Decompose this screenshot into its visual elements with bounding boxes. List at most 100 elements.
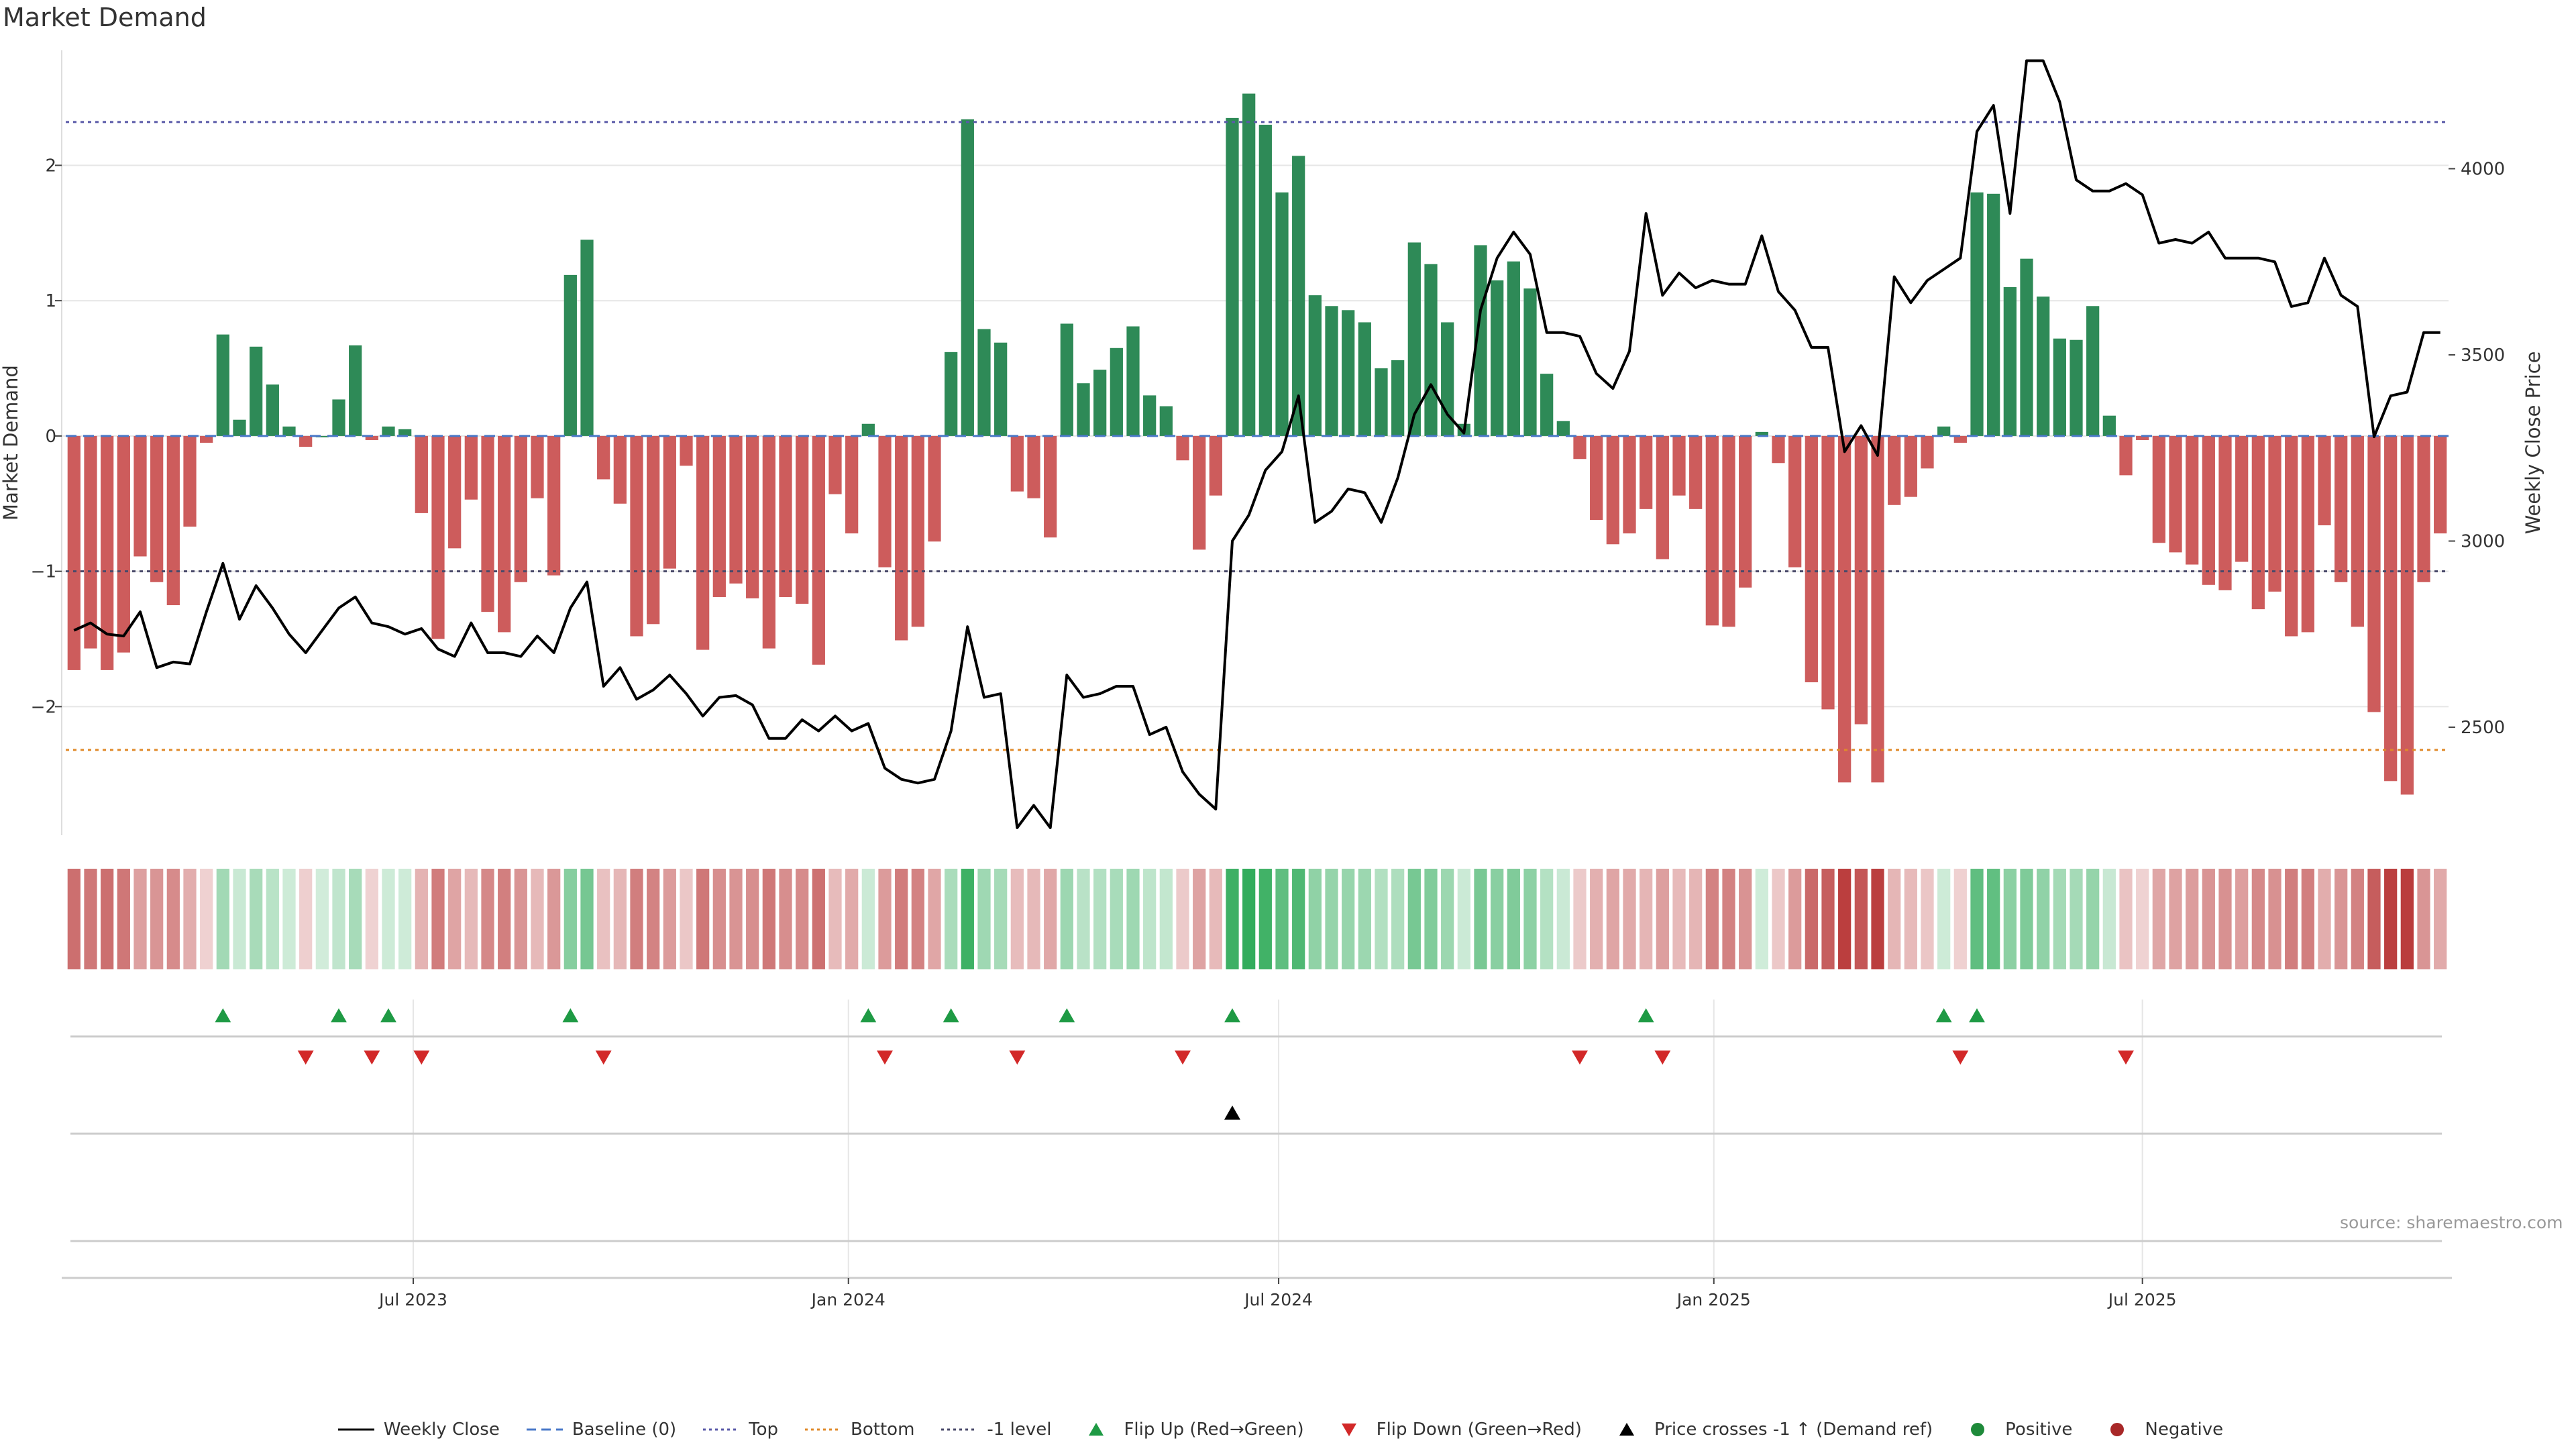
demand-bar <box>1308 295 1322 436</box>
heatmap-cell <box>2334 869 2348 969</box>
heatmap-cell <box>1226 869 1239 969</box>
demand-bar <box>1093 370 1107 436</box>
heatmap-cell <box>1193 869 1206 969</box>
legend-label: Flip Up (Red→Green) <box>1124 1419 1304 1440</box>
demand-bar <box>1904 435 1917 497</box>
heatmap-cell <box>1838 869 1851 969</box>
demand-bar <box>812 435 825 665</box>
heatmap-cell <box>1689 869 1703 969</box>
heatmap-cell <box>2268 869 2282 969</box>
heatmap-cell <box>216 869 229 969</box>
demand-bar <box>233 419 246 436</box>
heatmap-cell <box>2384 869 2398 969</box>
demand-bar <box>1556 421 1570 436</box>
demand-bar <box>2037 297 2050 436</box>
flip-up-marker <box>860 1008 877 1022</box>
demand-bar <box>2384 435 2398 782</box>
flip-up-marker <box>380 1008 396 1022</box>
demand-bar <box>911 435 924 627</box>
heatmap-cell <box>1159 869 1173 969</box>
heatmap-cell <box>2136 869 2149 969</box>
demand-bar <box>861 423 875 436</box>
heatmap-cell <box>580 869 594 969</box>
demand-bar <box>117 435 130 653</box>
demand-bar <box>1540 374 1554 436</box>
heatmap-cell <box>1325 869 1338 969</box>
demand-bar <box>663 435 676 569</box>
heatmap-cell <box>547 869 561 969</box>
demand-bar <box>796 435 809 604</box>
heatmap-cell <box>564 869 577 969</box>
heatmap-cell <box>1805 869 1818 969</box>
y-tick-label: −2 <box>31 697 56 717</box>
demand-bar <box>1640 435 1653 509</box>
demand-bar <box>1672 435 1686 496</box>
demand-bar <box>779 435 792 597</box>
y-tick-label: −1 <box>31 562 56 582</box>
demand-bar <box>183 435 197 527</box>
demand-bar <box>1342 310 1355 436</box>
demand-bar <box>2417 435 2430 582</box>
flip-down-marker <box>1952 1051 1969 1065</box>
demand-bar <box>2351 435 2364 627</box>
demand-bar <box>1722 435 1735 627</box>
heatmap-cell <box>2251 869 2265 969</box>
legend-item: -1 level <box>938 1419 1051 1440</box>
legend-item: Negative <box>2096 1419 2223 1440</box>
demand-bar <box>729 435 743 584</box>
heatmap-cell <box>1110 869 1123 969</box>
heatmap-cell <box>1640 869 1653 969</box>
demand-bar <box>1407 242 1421 436</box>
demand-bar <box>531 435 544 498</box>
heatmap-cell <box>1474 869 1487 969</box>
heatmap-cell <box>680 869 693 969</box>
flip-up-marker <box>215 1008 231 1022</box>
heatmap-cell <box>663 869 676 969</box>
demand-bar <box>250 346 263 436</box>
legend-label: -1 level <box>987 1419 1052 1440</box>
heatmap-cell <box>349 869 362 969</box>
heatmap-cell <box>84 869 97 969</box>
heatmap-cell <box>133 869 147 969</box>
legend-swatch <box>1971 1423 1985 1436</box>
demand-bar <box>2202 435 2215 585</box>
legend-swatch <box>526 1428 563 1431</box>
flip-down-marker <box>1572 1051 1588 1065</box>
flip-down-marker <box>413 1051 430 1065</box>
demand-bar <box>647 435 660 625</box>
demand-bar <box>1755 431 1768 436</box>
demand-bar <box>299 435 313 447</box>
demand-bar <box>1060 323 1073 436</box>
demand-bar <box>1523 288 1537 436</box>
demand-bar <box>828 435 842 494</box>
demand-bar <box>1491 280 1504 436</box>
demand-bar <box>315 435 329 437</box>
heatmap-cell <box>2119 869 2133 969</box>
flip-up-marker <box>1935 1008 1952 1022</box>
heatmap-cell <box>382 869 395 969</box>
heatmap-cell <box>845 869 859 969</box>
legend: Weekly Close Baseline (0) Top Bottom -1 leve… <box>0 1419 2576 1440</box>
legend-swatch <box>1619 1423 1634 1436</box>
demand-bar <box>2301 435 2314 633</box>
demand-bar <box>481 435 494 612</box>
legend-swatch <box>1341 1424 1356 1436</box>
y-axis-title: Market Demand <box>0 365 22 521</box>
demand-bar <box>1871 435 1884 783</box>
heatmap-cell <box>2186 869 2199 969</box>
demand-bar <box>1242 93 1256 436</box>
heatmap-cell <box>1970 869 1984 969</box>
heatmap-cell <box>1060 869 1073 969</box>
flip-down-marker <box>1009 1051 1026 1065</box>
heatmap-cell <box>1491 869 1504 969</box>
demand-bar <box>1126 326 1140 436</box>
price-cross-marker <box>1224 1106 1240 1120</box>
heatmap-cell <box>1077 869 1090 969</box>
demand-bar <box>762 435 775 649</box>
demand-bar <box>1507 261 1520 436</box>
legend-item: Top <box>700 1419 778 1440</box>
demand-bar <box>1375 368 1388 436</box>
flip-up-marker <box>1224 1008 1240 1022</box>
heatmap-cell <box>2218 869 2232 969</box>
